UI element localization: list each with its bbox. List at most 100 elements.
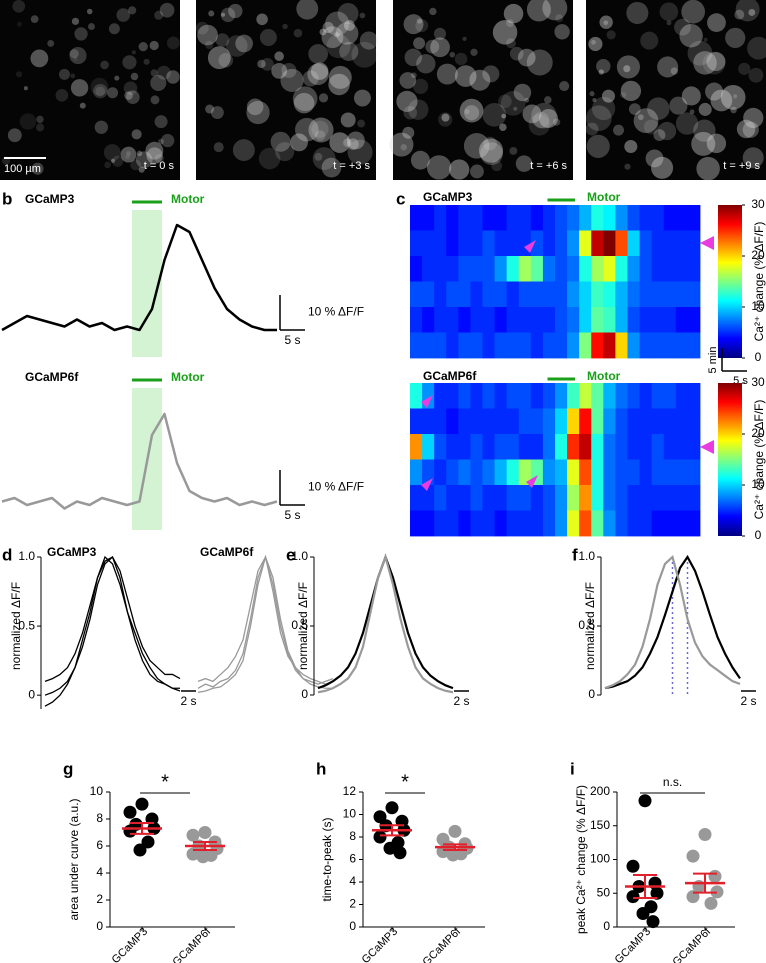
trace-line [197,554,334,689]
heatmap-cell [506,205,520,231]
heatmap-cell [494,408,508,435]
cell-blob [653,129,666,142]
panel-label: e [286,545,295,564]
cell-blob [73,56,78,61]
cell-blob [210,106,224,119]
heatmap-cell [470,230,483,257]
heatmap-cell [555,205,568,231]
heatmap-cell [639,383,653,409]
cell-blob [478,138,504,163]
cell-blob [314,152,323,161]
y-axis-label: area under curve (a.u.) [67,798,81,920]
y-tick-label: 50 [597,885,611,899]
y-tick-label: 2 [349,897,356,911]
y-tick-label: 1.0 [291,549,308,563]
heatmap-cell [579,459,592,486]
cell-blob [702,51,726,75]
cell-blob [666,20,672,26]
heatmap-cell [422,434,435,460]
cell-blob [79,102,86,109]
cell-blob [703,37,708,42]
cell-blob [657,121,677,141]
heatmap-cell [494,510,508,537]
heatmap-cell [603,205,616,231]
cell-blob [532,111,550,129]
cell-blob [606,30,616,40]
cell-blob [651,156,674,179]
y-tick-label: 0.5 [578,618,595,632]
cell-blob [353,89,371,107]
cell-blob [107,87,119,99]
heatmap-cell [410,408,423,435]
cell-blob [730,106,737,114]
heatmap-cell [410,307,423,333]
cell-blob [122,55,137,70]
heatmap-cell [458,459,471,486]
cell-blob [71,17,80,25]
cell-blob [501,113,506,119]
cell-blob [261,57,274,71]
cell-blob [159,2,175,18]
heatmap-cell [542,205,556,231]
cell-blob [522,104,542,124]
heatmap-cell [627,383,640,409]
heatmap-cell [603,332,616,359]
heatmap-cell [458,307,471,333]
cell-blob [464,105,480,121]
heatmap-cell [555,256,568,282]
cell-blob [213,142,224,153]
significance-label: n.s. [663,775,682,789]
cell-blob [95,86,106,97]
cell-blob [312,147,336,170]
heatmap-cell [663,256,677,282]
heatmap-cell [603,256,616,282]
heatmap-cell [651,408,665,435]
heatmap-cell [639,230,653,257]
cell-blob [135,151,153,169]
cell-blob [505,38,516,49]
cell-blob [613,124,625,136]
cell-blob [554,24,570,40]
cell-blob [150,69,158,77]
cell-blob [208,10,215,17]
cell-blob [337,3,359,24]
cell-blob [725,27,746,48]
cell-blob [620,80,642,102]
trace-line [604,554,741,690]
heatmap-cell [482,332,495,359]
cell-blob [138,42,148,52]
cell-blob [351,41,378,68]
colorbar-tick-label: 20 [751,426,765,440]
heatmap-cell [591,434,604,460]
heatmap-cell [687,510,701,537]
cell-blob [256,13,268,26]
cell-blob [154,153,164,164]
heatmap-cell [506,230,520,257]
heatmap-cell [687,307,701,333]
cell-blob [624,163,631,170]
cell-blob [429,7,437,16]
heatmap-cell [687,383,701,409]
heatmap-cell [567,256,580,282]
heatmap-cell [470,408,483,435]
heatmap-cell [506,434,520,460]
cell-blob [735,0,760,22]
cell-blob [748,9,756,16]
cell-blob [657,56,679,78]
heatmap-cell [675,383,689,409]
cell-blob [426,155,452,180]
cell-blob [112,155,124,167]
heatmap-cell [603,459,616,486]
cell-blob [55,89,69,102]
cell-blob [706,133,727,154]
cell-blob [542,0,568,21]
heatmap-cell [518,256,532,282]
data-point [650,886,664,900]
heatmap-cell [434,485,447,511]
heatmap-cell [410,485,423,511]
heatmap-cell [494,281,508,308]
heatmap-cell [555,307,568,333]
arrowhead [524,240,536,253]
heatmap-cell [470,459,483,486]
cell-blob [292,86,318,112]
